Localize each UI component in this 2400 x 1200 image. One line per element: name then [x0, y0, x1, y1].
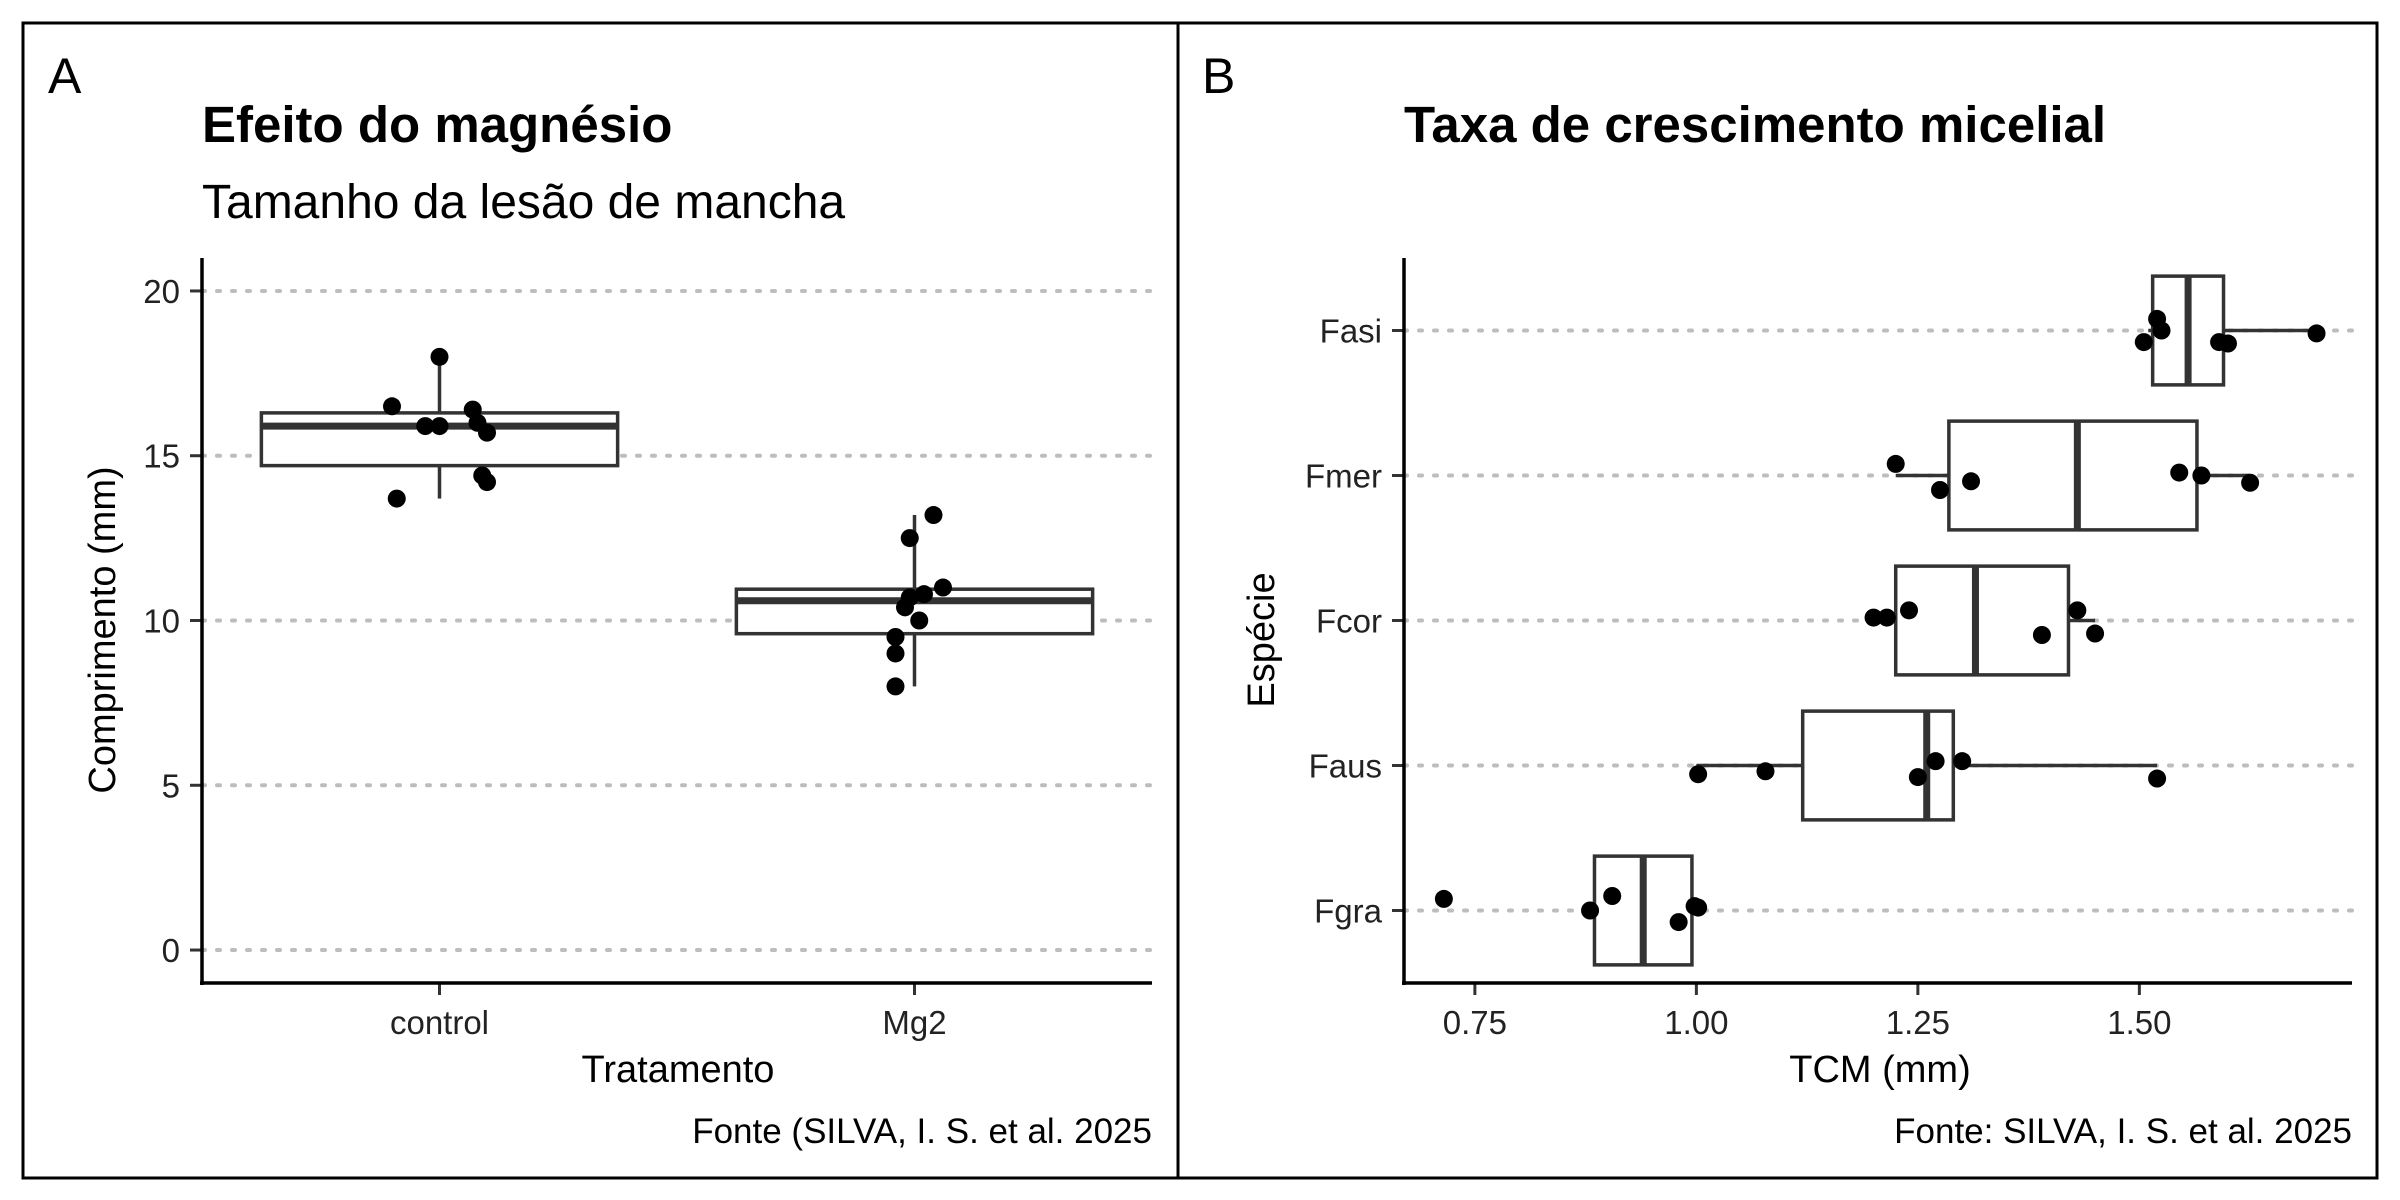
y-tick-label: Faus — [1309, 748, 1382, 785]
data-point — [1689, 898, 1708, 917]
data-point — [934, 578, 952, 597]
data-point — [886, 677, 905, 696]
data-point — [2148, 769, 2167, 788]
data-point — [2152, 321, 2171, 340]
data-point — [2307, 324, 2326, 343]
panel-b-caption: Fonte: SILVA, I. S. et al. 2025 — [1894, 1112, 2352, 1151]
y-tick-label: 5 — [162, 767, 180, 804]
data-point — [2218, 334, 2237, 353]
data-point — [478, 473, 496, 492]
data-point — [2192, 466, 2211, 485]
data-point — [1581, 901, 1600, 920]
data-point — [900, 529, 919, 548]
y-tick-label: Fgra — [1314, 893, 1383, 930]
data-point — [1953, 752, 1972, 771]
data-point — [2032, 626, 2051, 644]
data-point — [2170, 463, 2189, 482]
data-point — [1926, 752, 1945, 771]
panel-b-border — [1176, 21, 2379, 1180]
panel-b-plot: Fgra Faus Fcor Fmer Fasi 0.75 1.00 1.25 1.50 — [1305, 258, 2354, 1041]
data-point — [1908, 768, 1927, 787]
data-point — [1669, 913, 1688, 932]
data-point — [900, 588, 919, 607]
data-point — [1689, 765, 1708, 784]
data-point — [416, 417, 435, 436]
panel-a-caption: Fonte (SILVA, I. S. et al. 2025 — [692, 1112, 1152, 1151]
box-Fmer — [1947, 419, 2199, 532]
data-point — [387, 489, 406, 508]
data-point — [1864, 608, 1883, 627]
panel-a-ylabel: Comprimento (mm) — [82, 466, 124, 793]
x-tick-label: 0.75 — [1443, 1004, 1507, 1041]
data-point — [430, 347, 449, 366]
data-point — [2086, 624, 2105, 643]
x-tick-label: control — [390, 1004, 489, 1041]
x-tick-label: 1.25 — [1886, 1004, 1950, 1041]
data-point — [1756, 762, 1775, 781]
data-point — [1877, 608, 1896, 627]
data-point — [915, 585, 933, 604]
x-tick-label: 1.50 — [2107, 1004, 2171, 1041]
y-tick-label: 15 — [143, 438, 180, 475]
data-point — [1931, 481, 1950, 499]
data-point — [886, 644, 905, 663]
data-point — [1434, 889, 1453, 908]
box-Fcor — [1893, 564, 2071, 677]
panel-b-tag: B — [1202, 48, 1235, 104]
y-tick-label: Fmer — [1305, 458, 1382, 495]
data-point — [924, 506, 943, 525]
y-tick-label: Fcor — [1316, 603, 1382, 640]
data-point — [1900, 601, 1919, 620]
data-point — [886, 627, 905, 646]
panel-b-xlabel: TCM (mm) — [1789, 1049, 1970, 1091]
data-point — [910, 611, 929, 630]
data-point — [383, 397, 401, 416]
y-tick-label: 0 — [162, 932, 180, 969]
panel-a-title: Efeito do magnésio — [202, 96, 672, 153]
data-point — [1962, 472, 1981, 491]
panel-a-xlabel: Tratamento — [582, 1049, 775, 1091]
x-tick-label: Mg2 — [882, 1004, 946, 1041]
data-point — [430, 417, 449, 436]
data-point — [2241, 473, 2260, 492]
data-point — [2134, 333, 2153, 352]
panel-a-subtitle: Tamanho da lesão de mancha — [202, 176, 845, 229]
y-tick-label: 10 — [143, 603, 180, 640]
y-tick-label: 20 — [143, 273, 180, 310]
data-point — [1886, 454, 1905, 473]
panel-b-ylabel: Espécie — [1241, 572, 1283, 707]
panel-a-tag: A — [48, 48, 82, 104]
data-point — [1603, 887, 1622, 905]
data-point — [2068, 601, 2087, 620]
data-point — [478, 423, 496, 442]
panel-a-plot: 0 5 10 15 20 control Mg2 — [143, 258, 1154, 1041]
y-tick-label: Fasi — [1320, 313, 1382, 350]
panel-b-title: Taxa de crescimento micelial — [1404, 96, 2106, 153]
x-tick-label: 1.00 — [1664, 1004, 1728, 1041]
